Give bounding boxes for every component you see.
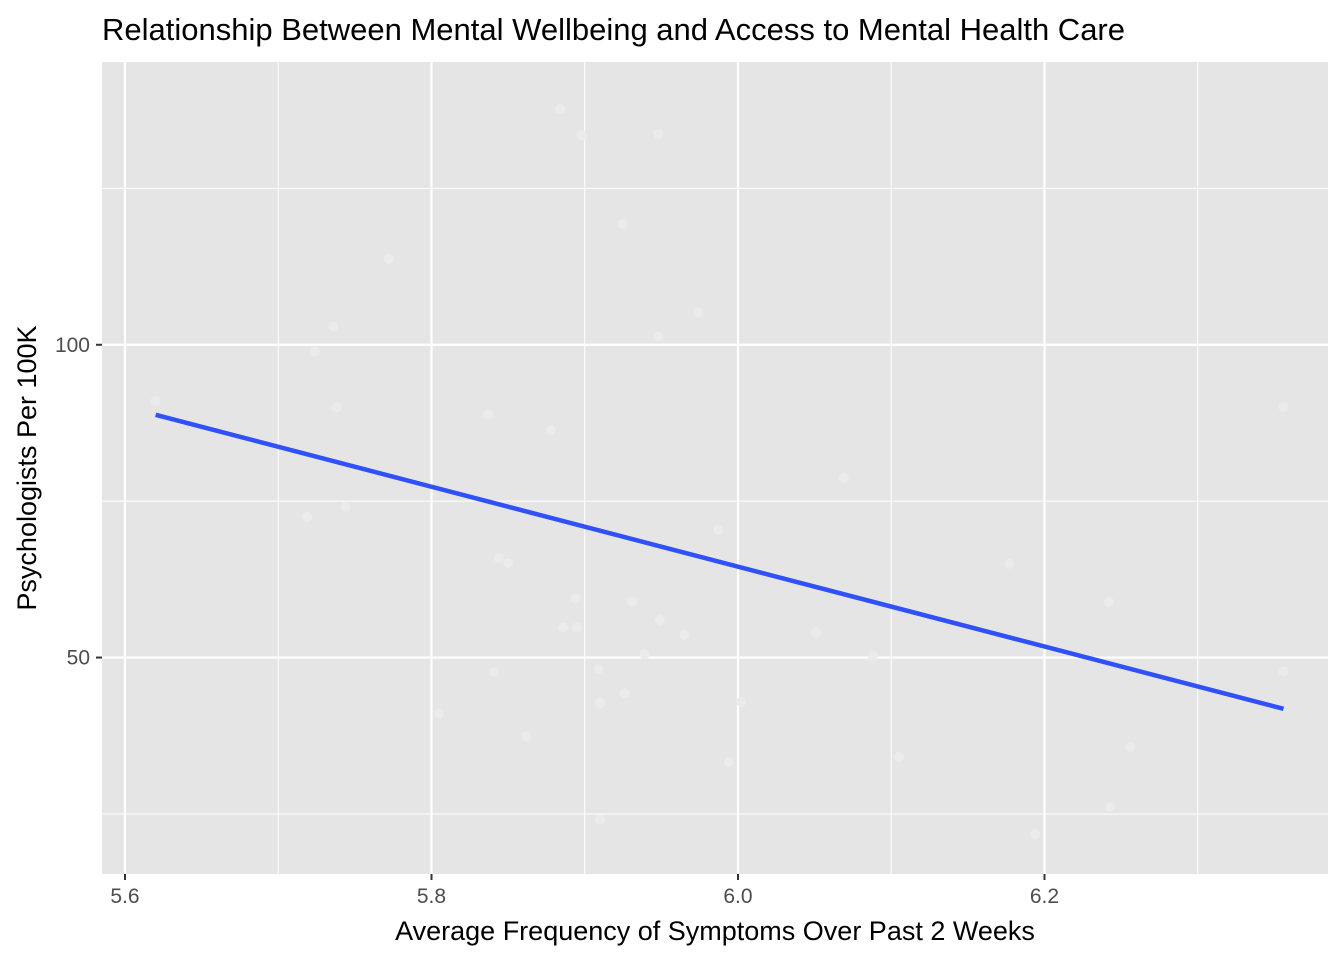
data-point [1278, 401, 1289, 412]
y-tick-label: 50 [67, 647, 90, 670]
data-point [1278, 666, 1289, 677]
data-point [489, 666, 500, 677]
data-point [736, 696, 747, 707]
data-point [576, 130, 587, 141]
data-point [713, 524, 724, 535]
data-point [595, 698, 606, 709]
data-point [679, 630, 690, 641]
data-point [331, 402, 342, 413]
data-point [570, 593, 581, 604]
data-point [328, 321, 339, 332]
data-point [493, 553, 504, 564]
data-point [310, 346, 321, 357]
data-point [627, 596, 638, 607]
data-point [619, 688, 630, 699]
data-point [434, 708, 445, 719]
data-point [653, 331, 664, 342]
data-point [1030, 828, 1041, 839]
data-point [593, 663, 604, 674]
major-gridlines [102, 62, 1328, 874]
data-point [893, 752, 904, 763]
data-point [838, 473, 849, 484]
data-point [723, 757, 734, 768]
data-point [1105, 802, 1116, 813]
data-point [572, 622, 583, 633]
data-point [639, 649, 650, 660]
trend-line [155, 412, 1285, 712]
data-point [811, 627, 822, 638]
y-tick-label: 100 [55, 334, 90, 357]
data-point [1103, 596, 1114, 607]
data-point [150, 396, 161, 407]
data-point [483, 409, 494, 420]
data-point [618, 219, 629, 230]
y-axis-title: Psychologists Per 100K [12, 325, 42, 610]
data-point [340, 501, 351, 512]
data-point [302, 511, 313, 522]
y-axis-ticks: 50 100 [55, 334, 102, 670]
data-point [595, 814, 606, 825]
x-tick-label: 6.2 [1030, 885, 1059, 908]
x-tick-label: 5.8 [417, 885, 446, 908]
data-points [150, 103, 1289, 839]
data-point [653, 128, 664, 139]
data-point [383, 254, 394, 265]
data-point [867, 651, 878, 662]
x-axis-title: Average Frequency of Symptoms Over Past … [395, 916, 1035, 946]
data-point [503, 558, 514, 569]
data-point [558, 622, 569, 633]
data-point [693, 307, 704, 318]
x-tick-label: 5.6 [110, 885, 139, 908]
data-point [1004, 558, 1015, 569]
plot-panel [102, 62, 1328, 874]
data-point [555, 103, 566, 114]
x-axis-ticks: 5.6 5.8 6.0 6.2 [110, 874, 1059, 908]
data-point [1125, 742, 1136, 753]
data-point [521, 731, 532, 742]
chart-title: Relationship Between Mental Wellbeing an… [102, 12, 1125, 47]
minor-gridlines [102, 62, 1328, 874]
x-tick-label: 6.0 [723, 885, 752, 908]
data-point [546, 425, 557, 436]
data-point [654, 615, 665, 626]
